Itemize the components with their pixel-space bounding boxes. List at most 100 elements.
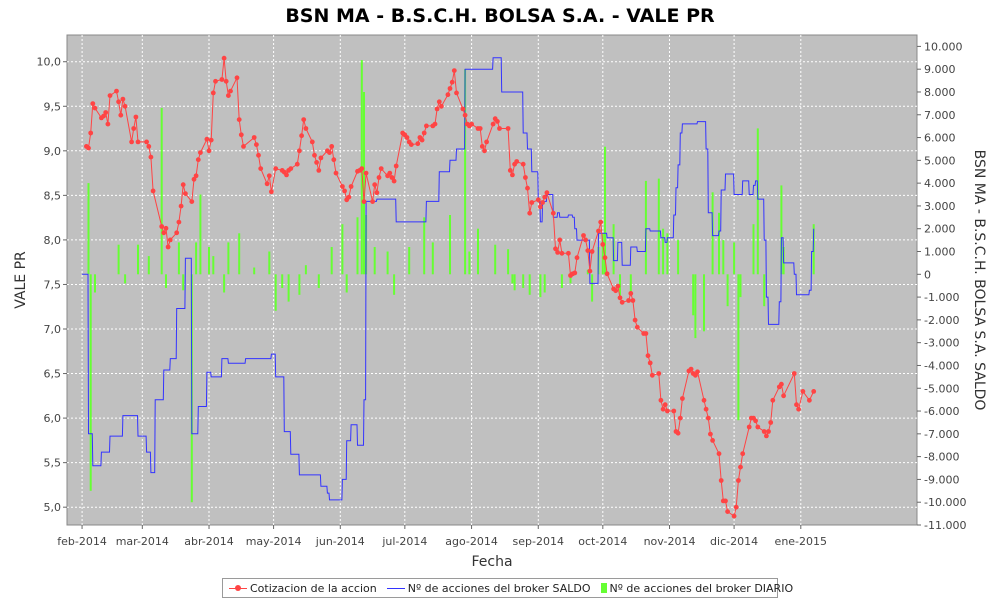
price-point (348, 184, 354, 189)
price-point (86, 145, 91, 151)
price-point (598, 219, 604, 225)
price-point (114, 88, 119, 94)
price-point (120, 96, 126, 102)
price-point (807, 397, 812, 403)
price-point (146, 144, 152, 149)
price-point (387, 170, 393, 176)
y2-tick-label: 0 (924, 268, 931, 281)
x-tick-label: dic-2014 (710, 535, 758, 548)
price-point (514, 159, 520, 164)
price-point (628, 291, 634, 296)
legend-item-diario[interactable]: Nº de acciones del broker DIARIO (600, 582, 793, 595)
diario-bar (274, 274, 277, 311)
price-point (294, 161, 300, 167)
chart-legend: Cotizacion de la accion Nº de acciones d… (222, 578, 793, 598)
price-point (587, 268, 593, 274)
price-point (525, 185, 530, 191)
diario-bar (449, 215, 451, 275)
price-point (150, 188, 156, 194)
price-point (301, 117, 307, 122)
y-tick-label: 6,5 (44, 368, 62, 381)
price-point (303, 126, 309, 131)
price-point (107, 93, 113, 98)
price-point (665, 408, 670, 414)
x-tick-label: oct-2014 (578, 535, 627, 548)
diario-bar (345, 274, 348, 293)
y2-tick-label: 8.000 (924, 86, 956, 99)
price-point (161, 230, 167, 236)
price-point (755, 424, 761, 430)
price-point (766, 429, 771, 434)
diario-bar (363, 92, 365, 275)
price-point (342, 188, 347, 194)
diario-bar (89, 274, 92, 491)
price-point (288, 166, 294, 172)
price-point (241, 144, 246, 149)
price-point (479, 144, 485, 149)
y2-tick-label: 2.000 (924, 223, 956, 236)
price-point (165, 244, 171, 250)
diario-bar (304, 265, 307, 275)
price-point (419, 137, 425, 143)
price-point (718, 478, 724, 483)
price-point (645, 353, 651, 359)
price-point (613, 288, 619, 294)
price-point (585, 248, 591, 254)
price-point (88, 130, 94, 136)
diario-bar (511, 274, 514, 284)
price-point (269, 189, 274, 195)
diario-bar (528, 274, 531, 295)
price-point (495, 119, 500, 124)
y2-tick-label: -9.000 (924, 473, 959, 486)
diario-bar (431, 242, 434, 275)
price-point (273, 166, 279, 172)
price-point (544, 190, 550, 196)
price-point (116, 99, 121, 105)
price-point (538, 204, 543, 210)
price-point (318, 155, 324, 161)
diario-bar (591, 274, 594, 302)
price-point (372, 182, 378, 188)
diario-bar (752, 224, 755, 275)
price-point (439, 103, 444, 109)
price-point (779, 381, 784, 387)
price-point (133, 114, 139, 120)
legend-diario-swatch (600, 583, 607, 593)
price-point (374, 190, 380, 196)
price-point (725, 509, 730, 514)
legend-price-swatch (229, 584, 247, 593)
price-point (329, 144, 335, 149)
x-tick-label: sep-2014 (513, 535, 564, 548)
price-point (703, 406, 709, 412)
diario-bar (393, 274, 396, 295)
diario-bar (373, 247, 376, 275)
diario-bar (539, 274, 542, 298)
diario-bar (386, 251, 389, 275)
price-point (662, 402, 668, 408)
y2-tick-label: 7.000 (924, 109, 956, 122)
price-point (490, 121, 496, 127)
price-point (617, 295, 623, 301)
price-point (604, 271, 610, 277)
price-point (393, 163, 399, 169)
legend-item-saldo[interactable]: Nº de acciones del broker SALDO (386, 582, 591, 595)
diario-bar (604, 146, 606, 275)
y-tick-label: 7,0 (44, 323, 62, 336)
price-point (333, 170, 339, 176)
x-tick-label: mar-2014 (116, 535, 169, 548)
price-point (90, 101, 96, 106)
diario-bar (94, 274, 96, 293)
price-point (469, 121, 474, 127)
y-tick-label: 9,0 (44, 145, 62, 158)
y2-tick-label: 5.000 (924, 154, 956, 167)
price-point (408, 142, 414, 148)
legend-item-price[interactable]: Cotizacion de la accion (229, 582, 377, 595)
diario-bar (560, 274, 563, 288)
diario-bar (601, 233, 604, 275)
price-point (434, 106, 440, 112)
price-point (359, 166, 365, 172)
price-point (740, 451, 746, 457)
price-point (701, 397, 707, 403)
price-point (174, 230, 180, 236)
price-point (297, 148, 302, 154)
